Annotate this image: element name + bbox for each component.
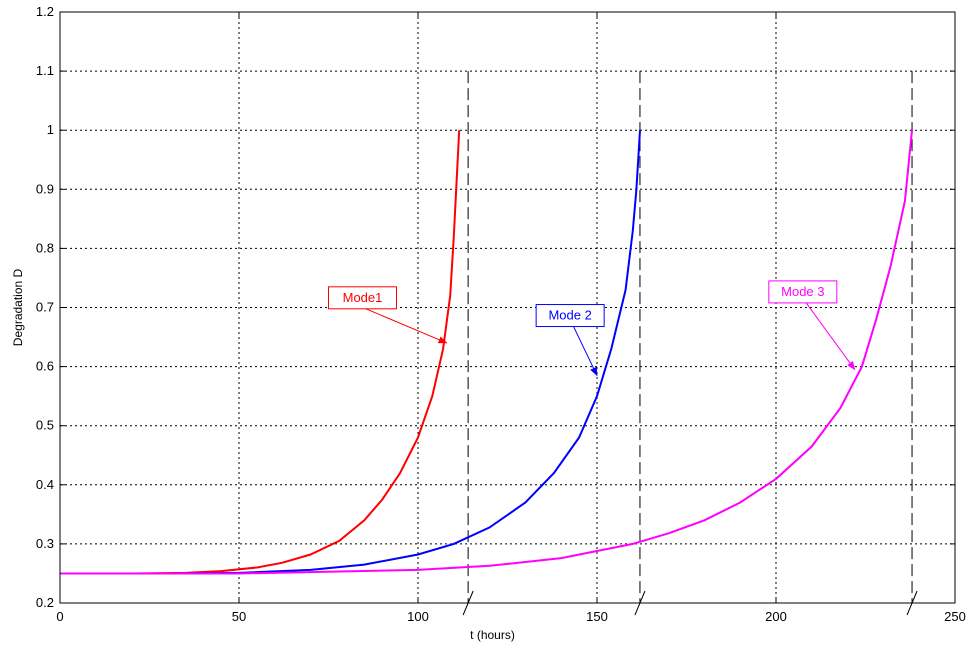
y-tick-label: 0.8: [36, 240, 54, 255]
annotation-label: Mode1: [343, 290, 383, 305]
annotation-arrow: [805, 302, 856, 371]
annotation-box: [768, 280, 838, 304]
y-tick-label: 0.2: [36, 595, 54, 610]
x-tick-label: 100: [407, 609, 429, 624]
annotation-box: [328, 286, 397, 310]
annotation-label: Mode 2: [548, 308, 591, 323]
y-tick-label: 0.5: [36, 418, 54, 433]
y-tick-label: 0.6: [36, 359, 54, 374]
y-tick-label: 0.3: [36, 536, 54, 551]
y-tick-label: 0.7: [36, 300, 54, 315]
annotation-arrow: [365, 308, 448, 344]
annotation-arrow: [573, 326, 598, 377]
y-tick-label: 1.2: [36, 4, 54, 19]
y-tick-label: 1.1: [36, 63, 54, 78]
x-tick-label: 200: [765, 609, 787, 624]
series-line-3: [60, 130, 913, 575]
y-tick-label: 0.9: [36, 181, 54, 196]
series-line-1: [60, 130, 461, 575]
x-tick-label: 150: [586, 609, 608, 624]
x-tick-label: 250: [944, 609, 966, 624]
y-axis-label: Degradation D: [11, 268, 25, 346]
x-tick-label: 0: [56, 609, 63, 624]
annotation-box: [535, 304, 605, 328]
x-axis-label: t (hours): [470, 628, 515, 642]
series-line-2: [60, 130, 641, 575]
annotation-label: Mode 3: [781, 284, 824, 299]
y-tick-label: 1: [47, 122, 54, 137]
x-tick-label: 50: [232, 609, 246, 624]
y-tick-label: 0.4: [36, 477, 54, 492]
